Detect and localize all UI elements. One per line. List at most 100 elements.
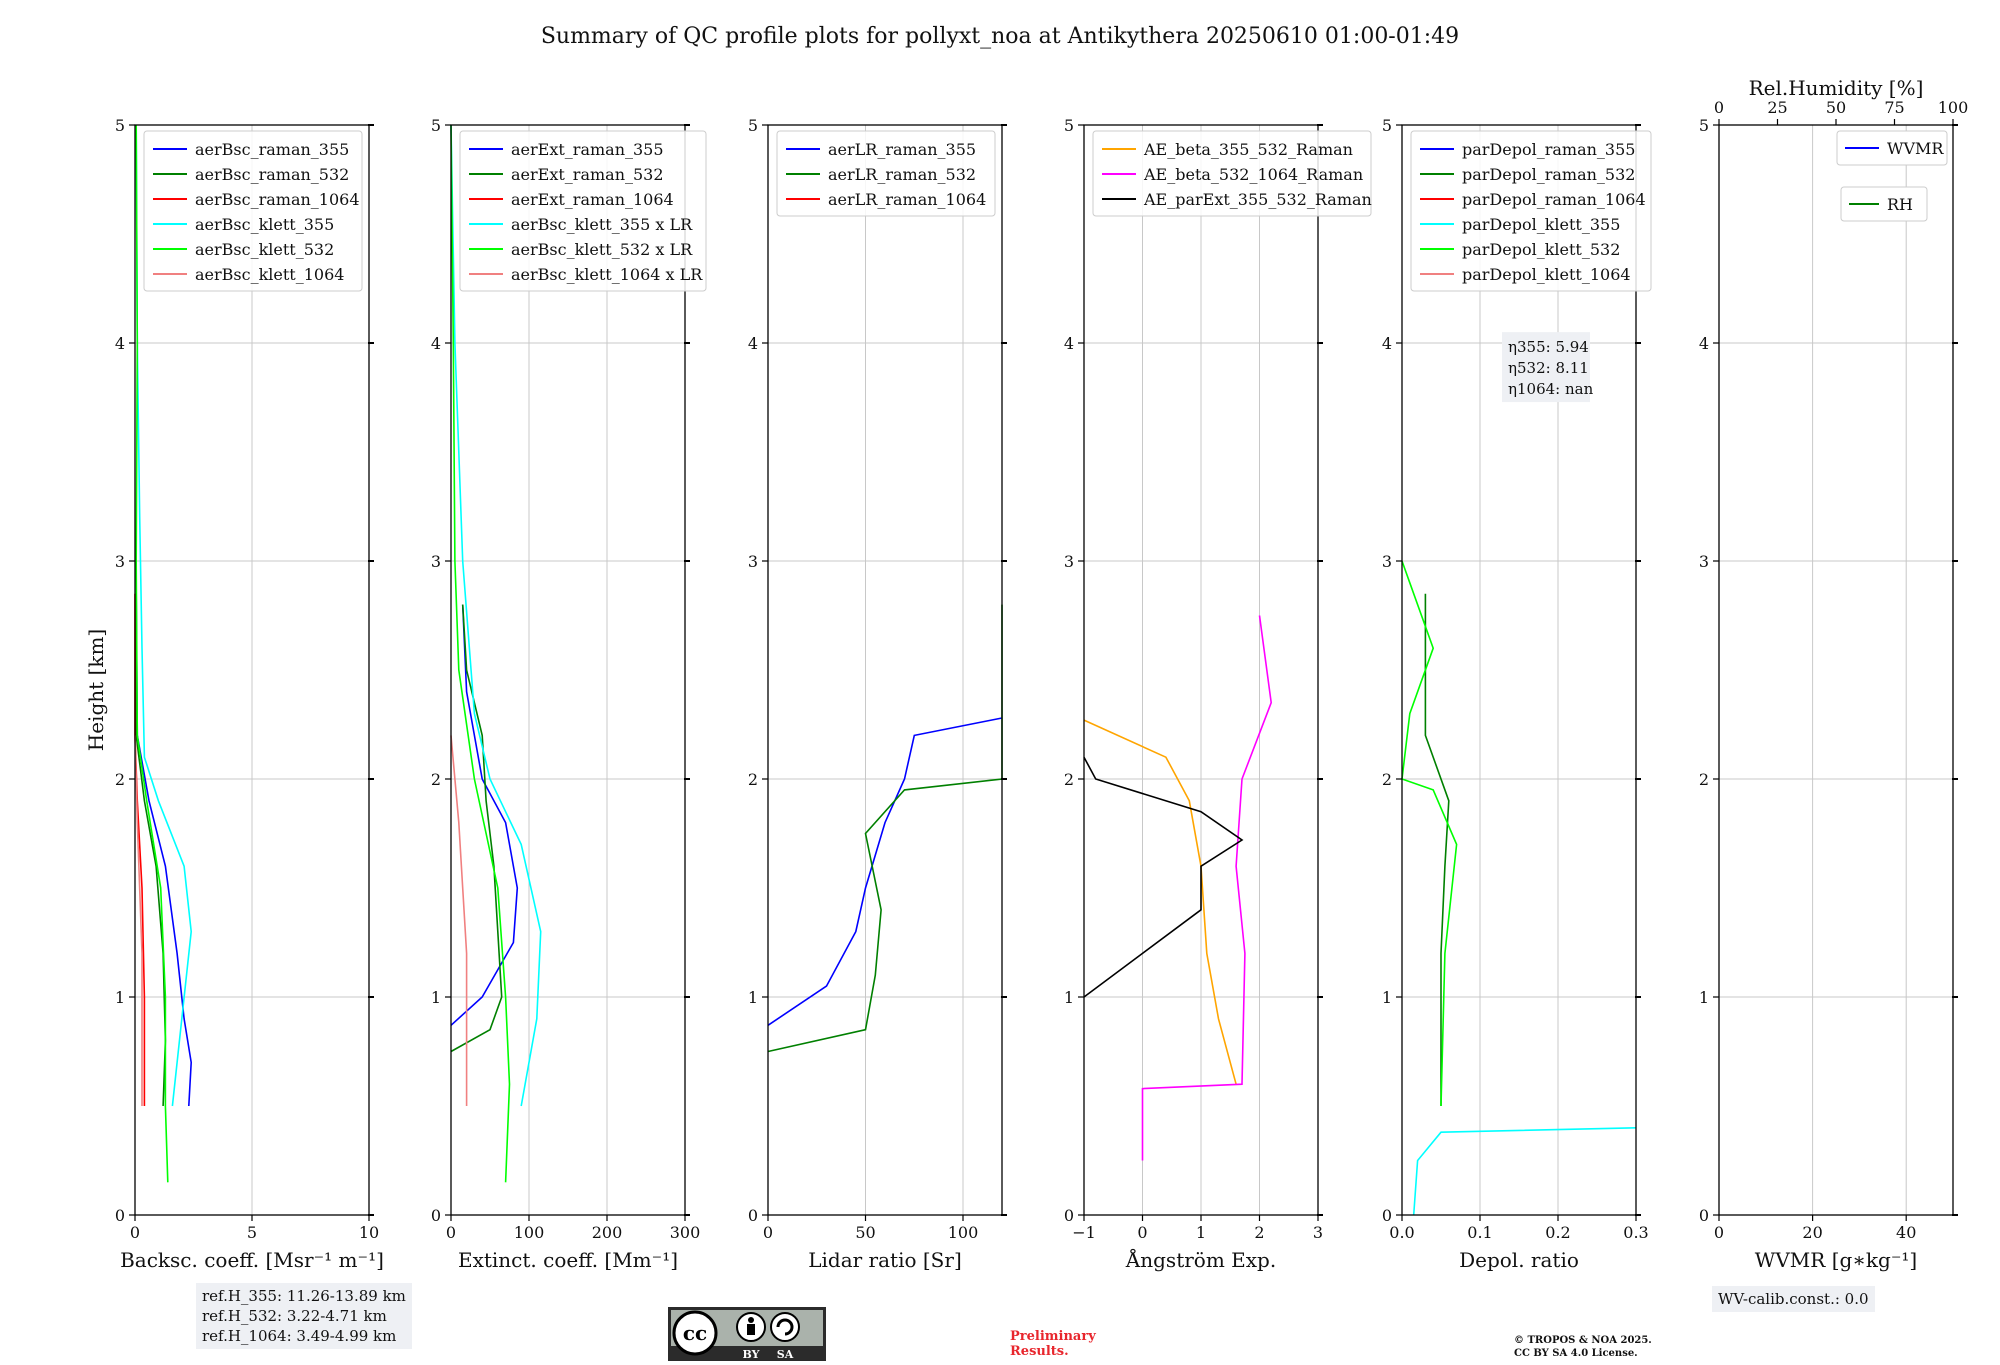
legend-box bbox=[143, 130, 363, 292]
x-axis-label: WVMR [g∗kg⁻¹] bbox=[1755, 1248, 1917, 1272]
legend-label: RH bbox=[1887, 195, 1913, 214]
top-x-tick-label: 50 bbox=[1826, 98, 1846, 117]
y-tick-label: 4 bbox=[1382, 334, 1392, 353]
legend-label: parDepol_raman_1064 bbox=[1462, 190, 1646, 209]
reference-height-box: ref.H_355: 11.26-13.89 km ref.H_532: 3.2… bbox=[196, 1283, 412, 1349]
eta-box-bg bbox=[1502, 332, 1590, 403]
y-tick-label: 1 bbox=[1064, 988, 1074, 1007]
y-tick-label: 1 bbox=[115, 988, 125, 1007]
preliminary-line-2: Results. bbox=[1010, 1344, 1069, 1359]
legend: WVMR RH bbox=[1836, 130, 1948, 222]
series-line-aerBsc_klett_532 x LR bbox=[450, 124, 511, 1183]
eta-label: η1064: nan bbox=[1508, 380, 1594, 398]
legend-box bbox=[459, 130, 707, 292]
y-tick-label: 5 bbox=[115, 116, 125, 135]
top-x-tick-label: 75 bbox=[1884, 98, 1904, 117]
legend-label: aerBsc_klett_532 x LR bbox=[511, 240, 693, 259]
series-line-aerExt_raman_355 bbox=[450, 604, 519, 1026]
y-tick-label: 0 bbox=[1064, 1206, 1074, 1225]
y-tick-label: 5 bbox=[1699, 116, 1709, 135]
y-tick-label: 3 bbox=[431, 552, 441, 571]
legend: aerBsc_raman_355 aerBsc_raman_532 aerBsc_r… bbox=[143, 130, 363, 292]
eta-label: η355: 5.94 bbox=[1508, 338, 1589, 356]
eta-label: η532: 8.11 bbox=[1508, 359, 1589, 377]
legend-label: aerBsc_klett_1064 x LR bbox=[511, 265, 703, 284]
series-line-parDepol_raman_532 bbox=[1424, 593, 1450, 1106]
y-tick-label: 0 bbox=[431, 1206, 441, 1225]
y-tick-label: 3 bbox=[1382, 552, 1392, 571]
legend-box bbox=[1836, 130, 1948, 166]
series-line-aerBsc_klett_1064 bbox=[134, 735, 143, 1106]
y-tick-label: 2 bbox=[1064, 770, 1074, 789]
y-tick-label: 4 bbox=[1699, 334, 1709, 353]
y-tick-label: 1 bbox=[431, 988, 441, 1007]
series-line-AE_parExt_355_532_Raman bbox=[1083, 756, 1244, 998]
legend-box bbox=[1410, 130, 1652, 292]
legend-label: aerBsc_raman_1064 bbox=[195, 190, 360, 209]
x-tick-label: 0 bbox=[1137, 1223, 1147, 1242]
series-line-AE_beta_532_1064_Raman bbox=[1141, 615, 1273, 1161]
legend-label: parDepol_klett_532 bbox=[1462, 240, 1620, 259]
x-tick-label: 0 bbox=[1714, 1223, 1724, 1242]
series-line-aerBsc_klett_355 x LR bbox=[450, 124, 542, 1107]
ref-height-355: ref.H_355: 11.26-13.89 km bbox=[202, 1287, 406, 1305]
y-tick-label: 2 bbox=[431, 770, 441, 789]
legend-label: aerLR_raman_355 bbox=[828, 140, 976, 159]
legend-box bbox=[1092, 130, 1372, 217]
x-axis-label: Depol. ratio bbox=[1459, 1248, 1579, 1272]
series-line-aerBsc_klett_1064 x LR bbox=[450, 735, 468, 1106]
x-tick-label: 3 bbox=[1313, 1223, 1323, 1242]
x-tick-label: 200 bbox=[592, 1223, 623, 1242]
legend-label: WVMR bbox=[1887, 139, 1944, 158]
y-tick-label: 5 bbox=[431, 116, 441, 135]
y-tick-label: 5 bbox=[1382, 116, 1392, 135]
legend-label: AE_parExt_355_532_Raman bbox=[1143, 190, 1372, 209]
y-tick-label: 3 bbox=[748, 552, 758, 571]
panel-1: 0 5 10 0 1 2 3 4 5 Backsc. coeff. [Msr⁻¹ m⁻¹] aerB… bbox=[115, 116, 384, 1272]
axes-frame bbox=[1401, 124, 1637, 1216]
cc-by-text: BY bbox=[743, 1348, 760, 1361]
legend-label: AE_beta_355_532_Raman bbox=[1143, 140, 1353, 159]
figure-title: Summary of QC profile plots for pollyxt_… bbox=[541, 24, 1459, 49]
x-tick-label: 10 bbox=[359, 1223, 379, 1242]
series-line-aerLR_raman_355 bbox=[767, 717, 1003, 1026]
x-tick-label: 40 bbox=[1896, 1223, 1916, 1242]
y-tick-label: 5 bbox=[1064, 116, 1074, 135]
copyright-line-1: © TROPOS & NOA 2025. bbox=[1514, 1335, 1652, 1346]
y-tick-label: 2 bbox=[1382, 770, 1392, 789]
panel-2: 0 100 200 300 0 1 2 3 4 5 Extinct. coeff. [Mm⁻¹] ae… bbox=[431, 116, 707, 1272]
legend-label: aerExt_raman_355 bbox=[511, 140, 664, 159]
legend: AE_beta_355_532_Raman AE_beta_532_1064_Ra… bbox=[1092, 130, 1372, 217]
legend-label: aerLR_raman_532 bbox=[828, 165, 976, 184]
y-tick-label: 2 bbox=[115, 770, 125, 789]
series-line-aerLR_raman_532 bbox=[767, 604, 1003, 1053]
y-tick-label: 3 bbox=[1064, 552, 1074, 571]
x-axis-label: Backsc. coeff. [Msr⁻¹ m⁻¹] bbox=[120, 1248, 384, 1272]
x-tick-label: 2 bbox=[1254, 1223, 1264, 1242]
y-tick-label: 5 bbox=[748, 116, 758, 135]
wv-calibration-box: WV-calib.const.: 0.0 bbox=[1712, 1286, 1875, 1312]
y-tick-label: 0 bbox=[1699, 1206, 1709, 1225]
x-tick-label: 0 bbox=[763, 1223, 773, 1242]
x-tick-label: 0.2 bbox=[1545, 1223, 1570, 1242]
series-line-aerBsc_klett_532 bbox=[135, 124, 169, 1183]
legend-label: aerBsc_klett_355 bbox=[195, 215, 334, 234]
x-tick-label: 100 bbox=[514, 1223, 545, 1242]
y-tick-label: 4 bbox=[115, 334, 125, 353]
y-tick-label: 4 bbox=[431, 334, 441, 353]
x-tick-label: 100 bbox=[948, 1223, 979, 1242]
legend: aerLR_raman_355 aerLR_raman_532 aerLR_rama… bbox=[776, 130, 996, 217]
legend-label: AE_beta_532_1064_Raman bbox=[1143, 165, 1363, 184]
preliminary-line-1: Preliminary bbox=[1010, 1329, 1096, 1344]
y-tick-label: 4 bbox=[1064, 334, 1074, 353]
panel-6: 0 20 40 0 1 2 3 4 5 WVMR [g∗kg⁻¹] 0 25 50 75 100 Rel.Hu… bbox=[1699, 76, 1968, 1272]
y-tick-label: 0 bbox=[115, 1206, 125, 1225]
y-tick-label: 4 bbox=[748, 334, 758, 353]
y-tick-label: 1 bbox=[1699, 988, 1709, 1007]
x-tick-label: 20 bbox=[1802, 1223, 1822, 1242]
legend-label: parDepol_raman_355 bbox=[1462, 140, 1635, 159]
legend-label: aerExt_raman_532 bbox=[511, 165, 664, 184]
